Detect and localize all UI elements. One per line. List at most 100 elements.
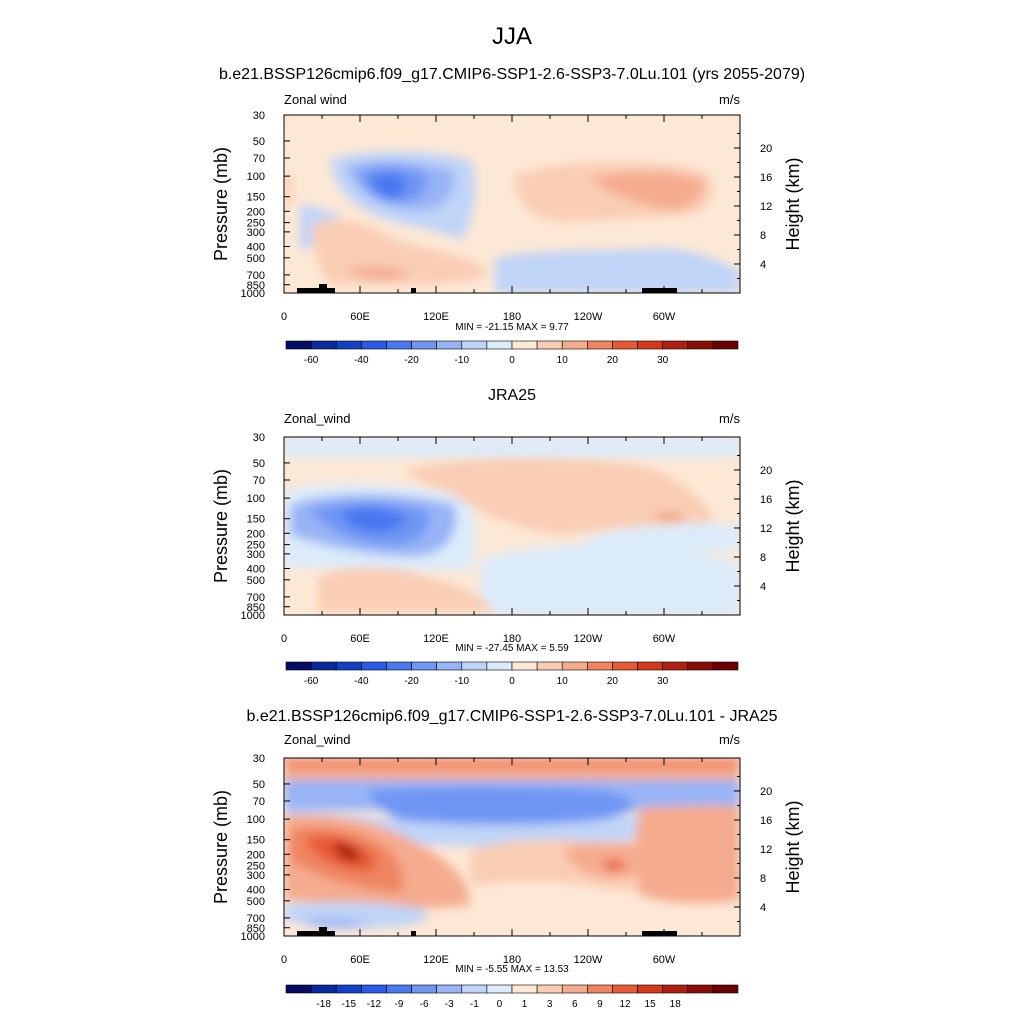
height-tick-label: 12 [760, 523, 772, 535]
colorbar-swatch [662, 984, 689, 994]
colorbar-label: -3 [445, 999, 454, 1010]
left-label: Zonal_wind [284, 732, 351, 747]
colorbar-label: 0 [509, 355, 515, 366]
colorbar-swatch [436, 661, 463, 671]
y-tick-label: 70 [253, 796, 265, 808]
height-tick-label: 20 [760, 143, 772, 155]
colorbar-swatch [712, 984, 739, 994]
colorbar-swatch [511, 984, 538, 994]
y-tick-label: 50 [253, 458, 265, 470]
height-tick-label: 4 [760, 259, 766, 271]
colorbar-swatch [587, 340, 613, 350]
colorbar-swatch [411, 984, 437, 994]
colorbar-label: 0 [497, 999, 503, 1010]
y-tick-label: 100 [247, 814, 265, 826]
height-tick-label: 4 [760, 581, 766, 593]
y-tick-label: 850 [247, 280, 265, 292]
y-axis-right-label: Height (km) [783, 157, 803, 250]
left-label: Zonal_wind [284, 411, 351, 426]
colorbar-label: -20 [404, 676, 419, 687]
y-tick-label: 500 [247, 575, 265, 587]
x-tick-label: 120W [574, 633, 603, 645]
colorbar-label: 10 [557, 676, 569, 687]
colorbar-label: 1 [522, 999, 528, 1010]
y-tick-label: 300 [247, 549, 265, 561]
colorbar-label: 30 [657, 355, 669, 366]
y-tick-label: 70 [253, 475, 265, 487]
height-tick-label: 8 [760, 230, 766, 242]
height-tick-label: 16 [760, 815, 772, 827]
colorbar-swatch [687, 661, 714, 671]
colorbar-label: -12 [367, 999, 382, 1010]
colorbar-label: -60 [304, 676, 319, 687]
y-tick-label: 200 [247, 849, 265, 861]
y-tick-label: 700 [247, 913, 265, 925]
y-tick-label: 850 [247, 923, 265, 935]
colorbar-label: 9 [597, 999, 603, 1010]
min-max-text: MIN = -5.55 MAX = 13.53 [455, 964, 569, 975]
colorbar-swatch [536, 984, 563, 994]
colorbar-swatch [411, 661, 437, 671]
colorbar-swatch [436, 340, 463, 350]
height-tick-label: 12 [760, 844, 772, 856]
y-tick-label: 500 [247, 896, 265, 908]
colorbar-swatch [386, 661, 412, 671]
y-axis-label: Pressure (mb) [211, 147, 231, 261]
colorbar-label: 3 [547, 999, 553, 1010]
colorbar-swatch [335, 984, 362, 994]
x-tick-label: 180 [503, 633, 521, 645]
panel-title: b.e21.BSSP126cmip6.f09_g17.CMIP6-SSP1-2.… [247, 708, 778, 725]
colorbar-label: 20 [607, 355, 619, 366]
y-tick-label: 70 [253, 153, 265, 165]
colorbar-swatch [587, 661, 613, 671]
colorbar-label: -20 [404, 355, 419, 366]
y-tick-label: 1000 [241, 610, 265, 622]
y-axis-right-label: Height (km) [783, 479, 803, 572]
colorbar-swatch [461, 340, 488, 350]
colorbar-swatch [285, 661, 312, 671]
x-tick-label: 60W [653, 311, 676, 323]
y-tick-label: 400 [247, 241, 265, 253]
colorbar-swatch [536, 661, 563, 671]
x-tick-label: 60E [350, 633, 370, 645]
panel-obs: JRA25 Zonal_wind m/s 0 60E 120E 180 120W 60W 3… [211, 387, 803, 687]
colorbar-label: 12 [619, 999, 631, 1010]
colorbar-swatch [436, 984, 463, 994]
y-tick-label: 30 [253, 753, 265, 765]
colorbar-swatch [612, 984, 638, 994]
y-tick-label: 200 [247, 206, 265, 218]
colorbar-label: -40 [354, 676, 369, 687]
y-tick-label: 700 [247, 270, 265, 282]
colorbar-swatch [486, 661, 513, 671]
colorbar-label: -9 [395, 999, 404, 1010]
colorbar-swatch [612, 661, 638, 671]
colorbar-swatch [637, 984, 663, 994]
y-axis-label: Pressure (mb) [211, 790, 231, 904]
colorbar-swatch [386, 984, 412, 994]
figure-title: JJA [492, 23, 532, 50]
colorbar-swatch [637, 661, 663, 671]
height-tick-label: 16 [760, 172, 772, 184]
left-label: Zonal wind [284, 92, 347, 107]
y-tick-label: 400 [247, 563, 265, 575]
x-tick-label: 120E [423, 311, 449, 323]
x-tick-label: 120E [423, 633, 449, 645]
height-tick-label: 12 [760, 201, 772, 213]
colorbar-swatch [361, 340, 387, 350]
x-tick-label: 180 [503, 311, 521, 323]
colorbar-swatch [310, 340, 337, 350]
contour-field [284, 758, 740, 936]
colorbar-swatch [662, 661, 689, 671]
colorbar-label: 0 [509, 676, 515, 687]
colorbar: -18 -15 -12 -9 -6 -3 -1 0 1 3 6 9 12 15 18 [285, 984, 739, 1010]
colorbar-swatch [662, 340, 689, 350]
colorbar-swatch [612, 340, 638, 350]
y-tick-label: 700 [247, 592, 265, 604]
y-tick-label: 150 [247, 835, 265, 847]
colorbar-swatch [461, 984, 488, 994]
height-tick-label: 8 [760, 873, 766, 885]
colorbar-label: 6 [572, 999, 578, 1010]
units-label: m/s [719, 92, 740, 107]
min-max-text: MIN = -21.15 MAX = 9.77 [455, 322, 569, 333]
